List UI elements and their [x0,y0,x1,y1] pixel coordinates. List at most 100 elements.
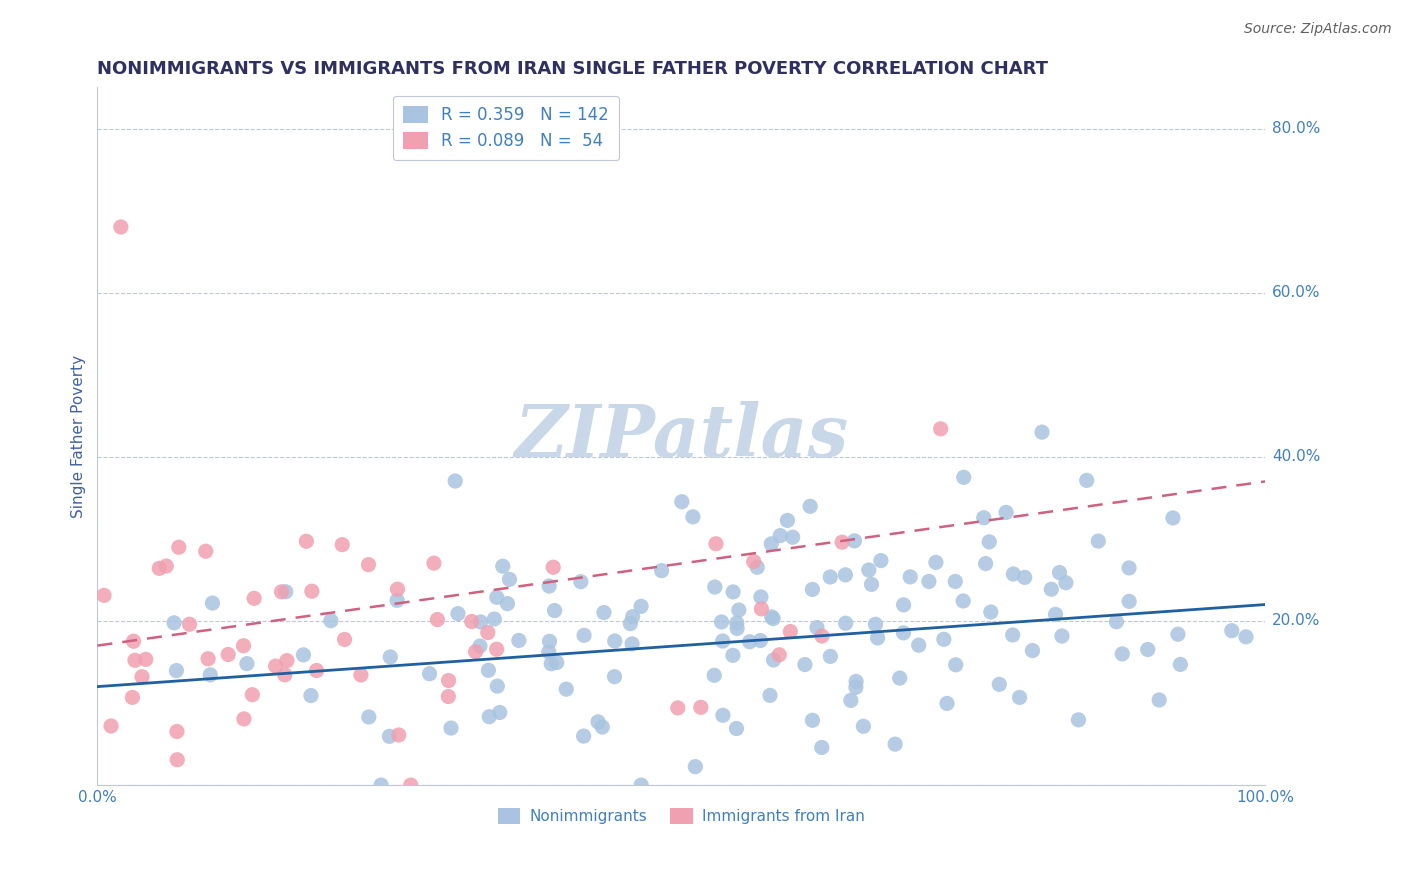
Point [217,648,239,662]
Point [460,615,482,629]
Point [197,651,219,665]
Point [703,580,725,594]
Point [1040,582,1063,597]
Point [541,560,564,574]
Point [399,778,422,792]
Text: 60.0%: 60.0% [1272,285,1320,301]
Point [762,611,785,625]
Point [801,582,824,597]
Point [586,714,609,729]
Point [166,724,188,739]
Point [782,530,804,544]
Point [932,632,955,647]
Point [148,561,170,575]
Point [179,617,201,632]
Point [1067,713,1090,727]
Point [124,653,146,667]
Point [591,720,613,734]
Point [682,509,704,524]
Point [721,648,744,663]
Point [988,677,1011,691]
Point [485,642,508,657]
Point [834,567,856,582]
Point [388,728,411,742]
Point [498,573,520,587]
Point [122,634,145,648]
Point [749,633,772,648]
Point [330,538,353,552]
Point [464,645,486,659]
Point [1118,594,1140,608]
Point [666,701,689,715]
Text: 80.0%: 80.0% [1272,121,1320,136]
Point [274,584,297,599]
Text: Source: ZipAtlas.com: Source: ZipAtlas.com [1244,22,1392,37]
Point [538,634,561,648]
Point [747,560,769,574]
Point [426,613,449,627]
Point [776,513,799,527]
Point [131,670,153,684]
Point [274,668,297,682]
Point [866,631,889,645]
Point [759,689,782,703]
Point [437,690,460,704]
Point [834,616,856,631]
Point [704,537,727,551]
Point [194,544,217,558]
Point [477,663,499,677]
Point [727,603,749,617]
Point [907,638,929,652]
Point [486,679,509,693]
Point [264,659,287,673]
Point [761,537,783,551]
Point [1136,642,1159,657]
Point [689,700,711,714]
Point [1087,534,1109,549]
Point [1054,575,1077,590]
Point [630,778,652,792]
Point [295,534,318,549]
Text: ZIPatlas: ZIPatlas [515,401,848,472]
Point [232,712,254,726]
Point [468,639,491,653]
Point [201,596,224,610]
Point [100,719,122,733]
Point [858,563,880,577]
Point [540,657,562,671]
Point [738,634,761,648]
Point [305,664,328,678]
Point [478,709,501,723]
Y-axis label: Single Father Poverty: Single Father Poverty [72,355,86,518]
Point [852,719,875,733]
Point [751,602,773,616]
Point [974,557,997,571]
Point [973,510,995,524]
Point [135,652,157,666]
Point [651,564,673,578]
Point [995,505,1018,519]
Point [167,541,190,555]
Point [163,615,186,630]
Point [721,585,744,599]
Point [898,570,921,584]
Point [845,681,868,695]
Point [769,528,792,542]
Point [1014,570,1036,584]
Point [685,759,707,773]
Point [952,470,974,484]
Point [865,617,887,632]
Point [569,574,592,589]
Point [839,693,862,707]
Point [380,649,402,664]
Point [818,570,841,584]
Point [1002,567,1025,582]
Point [593,606,616,620]
Point [1031,425,1053,439]
Point [419,666,441,681]
Point [725,615,748,630]
Point [621,637,644,651]
Point [671,494,693,508]
Point [240,688,263,702]
Point [703,668,725,682]
